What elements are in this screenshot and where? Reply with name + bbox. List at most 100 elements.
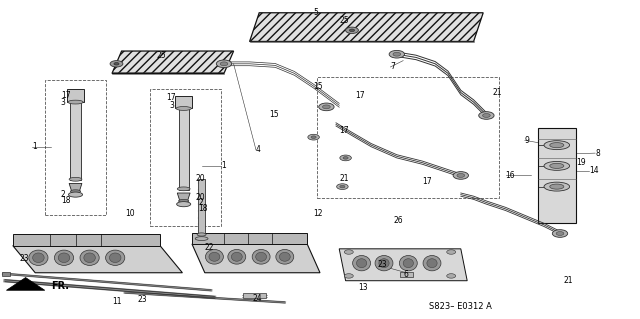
- Circle shape: [393, 52, 401, 56]
- Polygon shape: [67, 89, 84, 102]
- Text: 25: 25: [339, 16, 349, 25]
- Text: 5: 5: [314, 8, 319, 17]
- Circle shape: [114, 63, 119, 65]
- Ellipse shape: [70, 190, 81, 193]
- Ellipse shape: [179, 199, 189, 203]
- Ellipse shape: [353, 256, 371, 271]
- Circle shape: [483, 114, 490, 117]
- Polygon shape: [192, 244, 320, 273]
- Ellipse shape: [209, 252, 220, 261]
- Circle shape: [479, 112, 494, 119]
- Circle shape: [344, 250, 353, 254]
- Text: 2: 2: [198, 198, 203, 207]
- Ellipse shape: [68, 100, 83, 104]
- Circle shape: [556, 232, 564, 235]
- Ellipse shape: [232, 252, 243, 261]
- Text: 17: 17: [166, 93, 176, 102]
- Circle shape: [349, 29, 355, 32]
- Polygon shape: [243, 293, 266, 298]
- Circle shape: [447, 274, 456, 278]
- Ellipse shape: [80, 250, 99, 265]
- Circle shape: [389, 50, 404, 58]
- Ellipse shape: [550, 184, 564, 189]
- Circle shape: [216, 60, 232, 68]
- Ellipse shape: [177, 187, 190, 191]
- Text: 16: 16: [506, 171, 515, 180]
- Text: 9: 9: [525, 136, 530, 145]
- Ellipse shape: [69, 177, 82, 181]
- Polygon shape: [70, 102, 81, 180]
- Ellipse shape: [54, 250, 74, 265]
- Text: 21: 21: [493, 88, 502, 97]
- Ellipse shape: [550, 163, 564, 168]
- Circle shape: [110, 61, 123, 67]
- Circle shape: [323, 105, 330, 109]
- Text: 24: 24: [253, 294, 262, 303]
- Circle shape: [311, 136, 316, 138]
- Circle shape: [337, 184, 348, 189]
- Ellipse shape: [197, 233, 206, 236]
- Text: 17: 17: [61, 91, 70, 100]
- Ellipse shape: [109, 253, 121, 263]
- Ellipse shape: [68, 192, 83, 197]
- Ellipse shape: [399, 256, 417, 271]
- Polygon shape: [2, 272, 10, 276]
- Circle shape: [340, 155, 351, 161]
- Text: 8: 8: [595, 149, 600, 158]
- Ellipse shape: [29, 250, 48, 265]
- Circle shape: [346, 27, 358, 33]
- Circle shape: [343, 157, 348, 159]
- Text: S823– E0312 A: S823– E0312 A: [429, 302, 492, 311]
- Ellipse shape: [403, 259, 413, 268]
- Polygon shape: [69, 183, 82, 191]
- Polygon shape: [538, 128, 576, 223]
- Ellipse shape: [427, 259, 437, 268]
- Ellipse shape: [280, 252, 291, 261]
- Circle shape: [319, 103, 334, 111]
- Polygon shape: [175, 96, 192, 108]
- Polygon shape: [13, 234, 160, 246]
- Polygon shape: [400, 272, 413, 277]
- Text: 11: 11: [112, 297, 122, 306]
- Ellipse shape: [544, 182, 570, 191]
- Text: 17: 17: [339, 126, 349, 135]
- Text: 25: 25: [157, 51, 166, 60]
- Ellipse shape: [84, 253, 95, 263]
- Circle shape: [344, 274, 353, 278]
- Circle shape: [447, 250, 456, 254]
- Text: 17: 17: [422, 177, 432, 186]
- Ellipse shape: [228, 249, 246, 264]
- Text: 26: 26: [394, 216, 403, 225]
- Ellipse shape: [550, 143, 564, 148]
- Ellipse shape: [252, 249, 270, 264]
- Polygon shape: [6, 278, 45, 290]
- Ellipse shape: [276, 249, 294, 264]
- Text: 18: 18: [61, 197, 70, 205]
- Circle shape: [220, 62, 228, 66]
- Circle shape: [552, 230, 568, 237]
- Text: 1: 1: [221, 161, 225, 170]
- Ellipse shape: [544, 161, 570, 170]
- Ellipse shape: [256, 252, 267, 261]
- Text: 13: 13: [358, 283, 368, 292]
- Polygon shape: [13, 246, 182, 273]
- Polygon shape: [179, 108, 189, 190]
- Text: 20: 20: [195, 193, 205, 202]
- Polygon shape: [177, 193, 190, 201]
- Text: 23: 23: [19, 254, 29, 263]
- Polygon shape: [112, 51, 234, 73]
- Text: 3: 3: [61, 98, 66, 107]
- Text: 18: 18: [198, 204, 208, 213]
- Text: 1: 1: [32, 142, 36, 151]
- Text: 23: 23: [138, 295, 147, 304]
- Text: FR.: FR.: [51, 280, 69, 291]
- Ellipse shape: [356, 259, 367, 268]
- Ellipse shape: [544, 141, 570, 150]
- Text: 15: 15: [269, 110, 278, 119]
- Text: 21: 21: [563, 276, 573, 285]
- Text: 7: 7: [390, 63, 396, 71]
- Ellipse shape: [379, 259, 389, 268]
- Circle shape: [457, 174, 465, 177]
- Text: 2: 2: [61, 190, 65, 199]
- Text: 3: 3: [170, 101, 175, 110]
